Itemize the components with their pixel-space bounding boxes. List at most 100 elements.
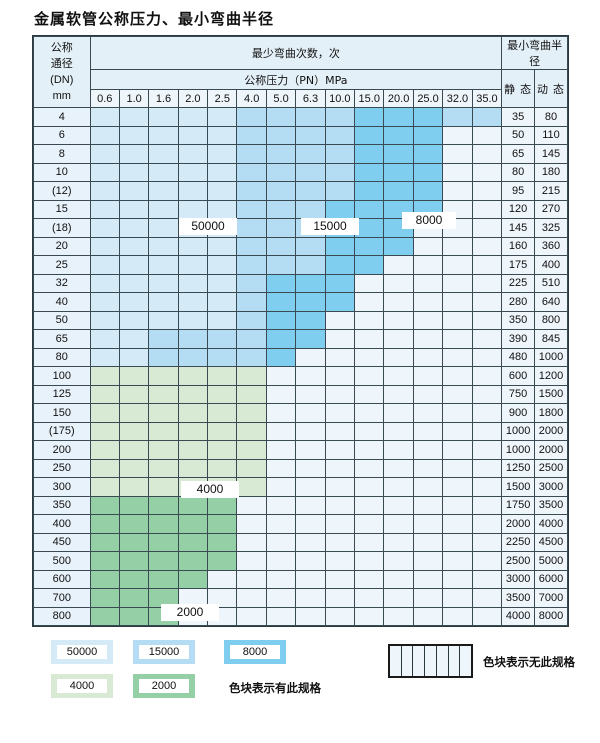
- spec-cell-filled: [118, 495, 150, 515]
- spec-cell-filled: [118, 255, 150, 275]
- table-row: 600 3000 6000: [33, 569, 568, 589]
- spec-cell-filled: [177, 144, 209, 164]
- spec-cell-empty: [295, 458, 326, 478]
- static-radius-value: 1000: [501, 440, 535, 460]
- spec-cell-filled: [236, 218, 267, 238]
- empty-swatch-cell: [460, 646, 471, 676]
- spec-cell-empty: [442, 477, 473, 497]
- spec-cell-filled: [177, 199, 209, 219]
- table-row: 32 225 510: [33, 273, 568, 293]
- spec-cell-filled: [148, 477, 179, 497]
- spec-cell-empty: [412, 551, 444, 571]
- spec-cell-filled: [177, 329, 209, 349]
- static-radius-value: 225: [501, 273, 535, 293]
- spec-cell-empty: [383, 292, 414, 312]
- pressure-column-header: 1.6: [148, 89, 179, 108]
- spec-cell-filled: [89, 477, 120, 497]
- spec-cell-empty: [471, 458, 503, 478]
- spec-cell-filled: [207, 551, 238, 571]
- spec-cell-filled: [295, 310, 326, 330]
- spec-cell-filled: [177, 551, 209, 571]
- spec-cell-filled: [148, 366, 179, 386]
- spec-cell-filled: [89, 495, 120, 515]
- legend-empty-swatch: [388, 644, 473, 678]
- spec-cell-empty: [324, 514, 356, 534]
- spec-cell-empty: [295, 588, 326, 608]
- spec-cell-filled: [148, 125, 179, 145]
- dynamic-radius-value: 2000: [534, 440, 568, 460]
- spec-cell-filled: [148, 329, 179, 349]
- dn-header-line-2: (DN): [50, 74, 74, 86]
- spec-cell-empty: [265, 495, 297, 515]
- spec-cell-filled: [177, 107, 209, 127]
- spec-cell-filled: [118, 403, 150, 423]
- spec-cell-empty: [383, 403, 414, 423]
- spec-cell-filled: [236, 181, 267, 201]
- dynamic-radius-value: 1200: [534, 366, 568, 386]
- spec-cell-filled: [324, 199, 356, 219]
- static-radius-value: 95: [501, 181, 535, 201]
- spec-cell-empty: [471, 514, 503, 534]
- dn-value: 8: [33, 144, 91, 164]
- spec-cell-filled: [148, 199, 179, 219]
- table-row: 40 280 640: [33, 292, 568, 312]
- static-radius-value: 350: [501, 310, 535, 330]
- spec-cell-empty: [265, 588, 297, 608]
- spec-cell-empty: [354, 514, 385, 534]
- spec-cell-empty: [383, 551, 414, 571]
- spec-table: 公称 通径 (DN) mm 最少弯曲次数，次 最小弯曲半径 公称压力（PN）MP…: [32, 35, 569, 627]
- dynamic-radius-value: 1000: [534, 347, 568, 367]
- spec-cell-empty: [354, 588, 385, 608]
- spec-cell-empty: [265, 569, 297, 589]
- spec-cell-filled: [295, 236, 326, 256]
- dn-value: (12): [33, 181, 91, 201]
- spec-cell-empty: [412, 255, 444, 275]
- spec-cell-empty: [324, 569, 356, 589]
- spec-cell-empty: [265, 551, 297, 571]
- spec-cell-filled: [295, 292, 326, 312]
- spec-cell-empty: [295, 440, 326, 460]
- static-radius-value: 2500: [501, 551, 535, 571]
- spec-cell-empty: [295, 477, 326, 497]
- table-row: 800 4000 8000: [33, 606, 568, 626]
- spec-cell-filled: [354, 107, 385, 127]
- spec-cell-empty: [383, 458, 414, 478]
- table-row: 300 1500 3000: [33, 477, 568, 497]
- spec-cell-filled: [265, 255, 297, 275]
- spec-cell-empty: [442, 273, 473, 293]
- spec-cell-empty: [324, 310, 356, 330]
- spec-cell-empty: [207, 569, 238, 589]
- spec-cell-filled: [118, 199, 150, 219]
- dynamic-radius-value: 845: [534, 329, 568, 349]
- pressure-column-header: 6.3: [295, 89, 326, 108]
- spec-cell-filled: [118, 162, 150, 182]
- spec-cell-empty: [295, 403, 326, 423]
- dynamic-radius-value: 145: [534, 144, 568, 164]
- spec-cell-filled: [148, 403, 179, 423]
- dn-value: 450: [33, 532, 91, 552]
- spec-cell-filled: [177, 273, 209, 293]
- spec-cell-filled: [89, 458, 120, 478]
- pressure-column-header: 0.6: [89, 89, 120, 108]
- spec-cell-filled: [383, 144, 414, 164]
- spec-cell-filled: [265, 218, 297, 238]
- spec-cell-filled: [118, 477, 150, 497]
- spec-cell-filled: [354, 181, 385, 201]
- table-row: 100 600 1200: [33, 366, 568, 386]
- legend-chip-label: 15000: [139, 645, 189, 659]
- spec-cell-empty: [354, 329, 385, 349]
- spec-cell-filled: [354, 144, 385, 164]
- spec-cell-empty: [471, 477, 503, 497]
- callout-label: 8000: [402, 212, 456, 229]
- pressure-column-header: 5.0: [265, 89, 297, 108]
- spec-cell-empty: [354, 366, 385, 386]
- spec-cell-filled: [177, 569, 209, 589]
- spec-cell-empty: [383, 329, 414, 349]
- dn-column-header: 公称 通径 (DN) mm: [33, 36, 91, 108]
- spec-cell-empty: [383, 384, 414, 404]
- spec-cell-filled: [207, 255, 238, 275]
- spec-cell-empty: [412, 532, 444, 552]
- spec-cell-filled: [207, 199, 238, 219]
- legend-chip: 15000: [133, 640, 195, 664]
- spec-cell-filled: [383, 236, 414, 256]
